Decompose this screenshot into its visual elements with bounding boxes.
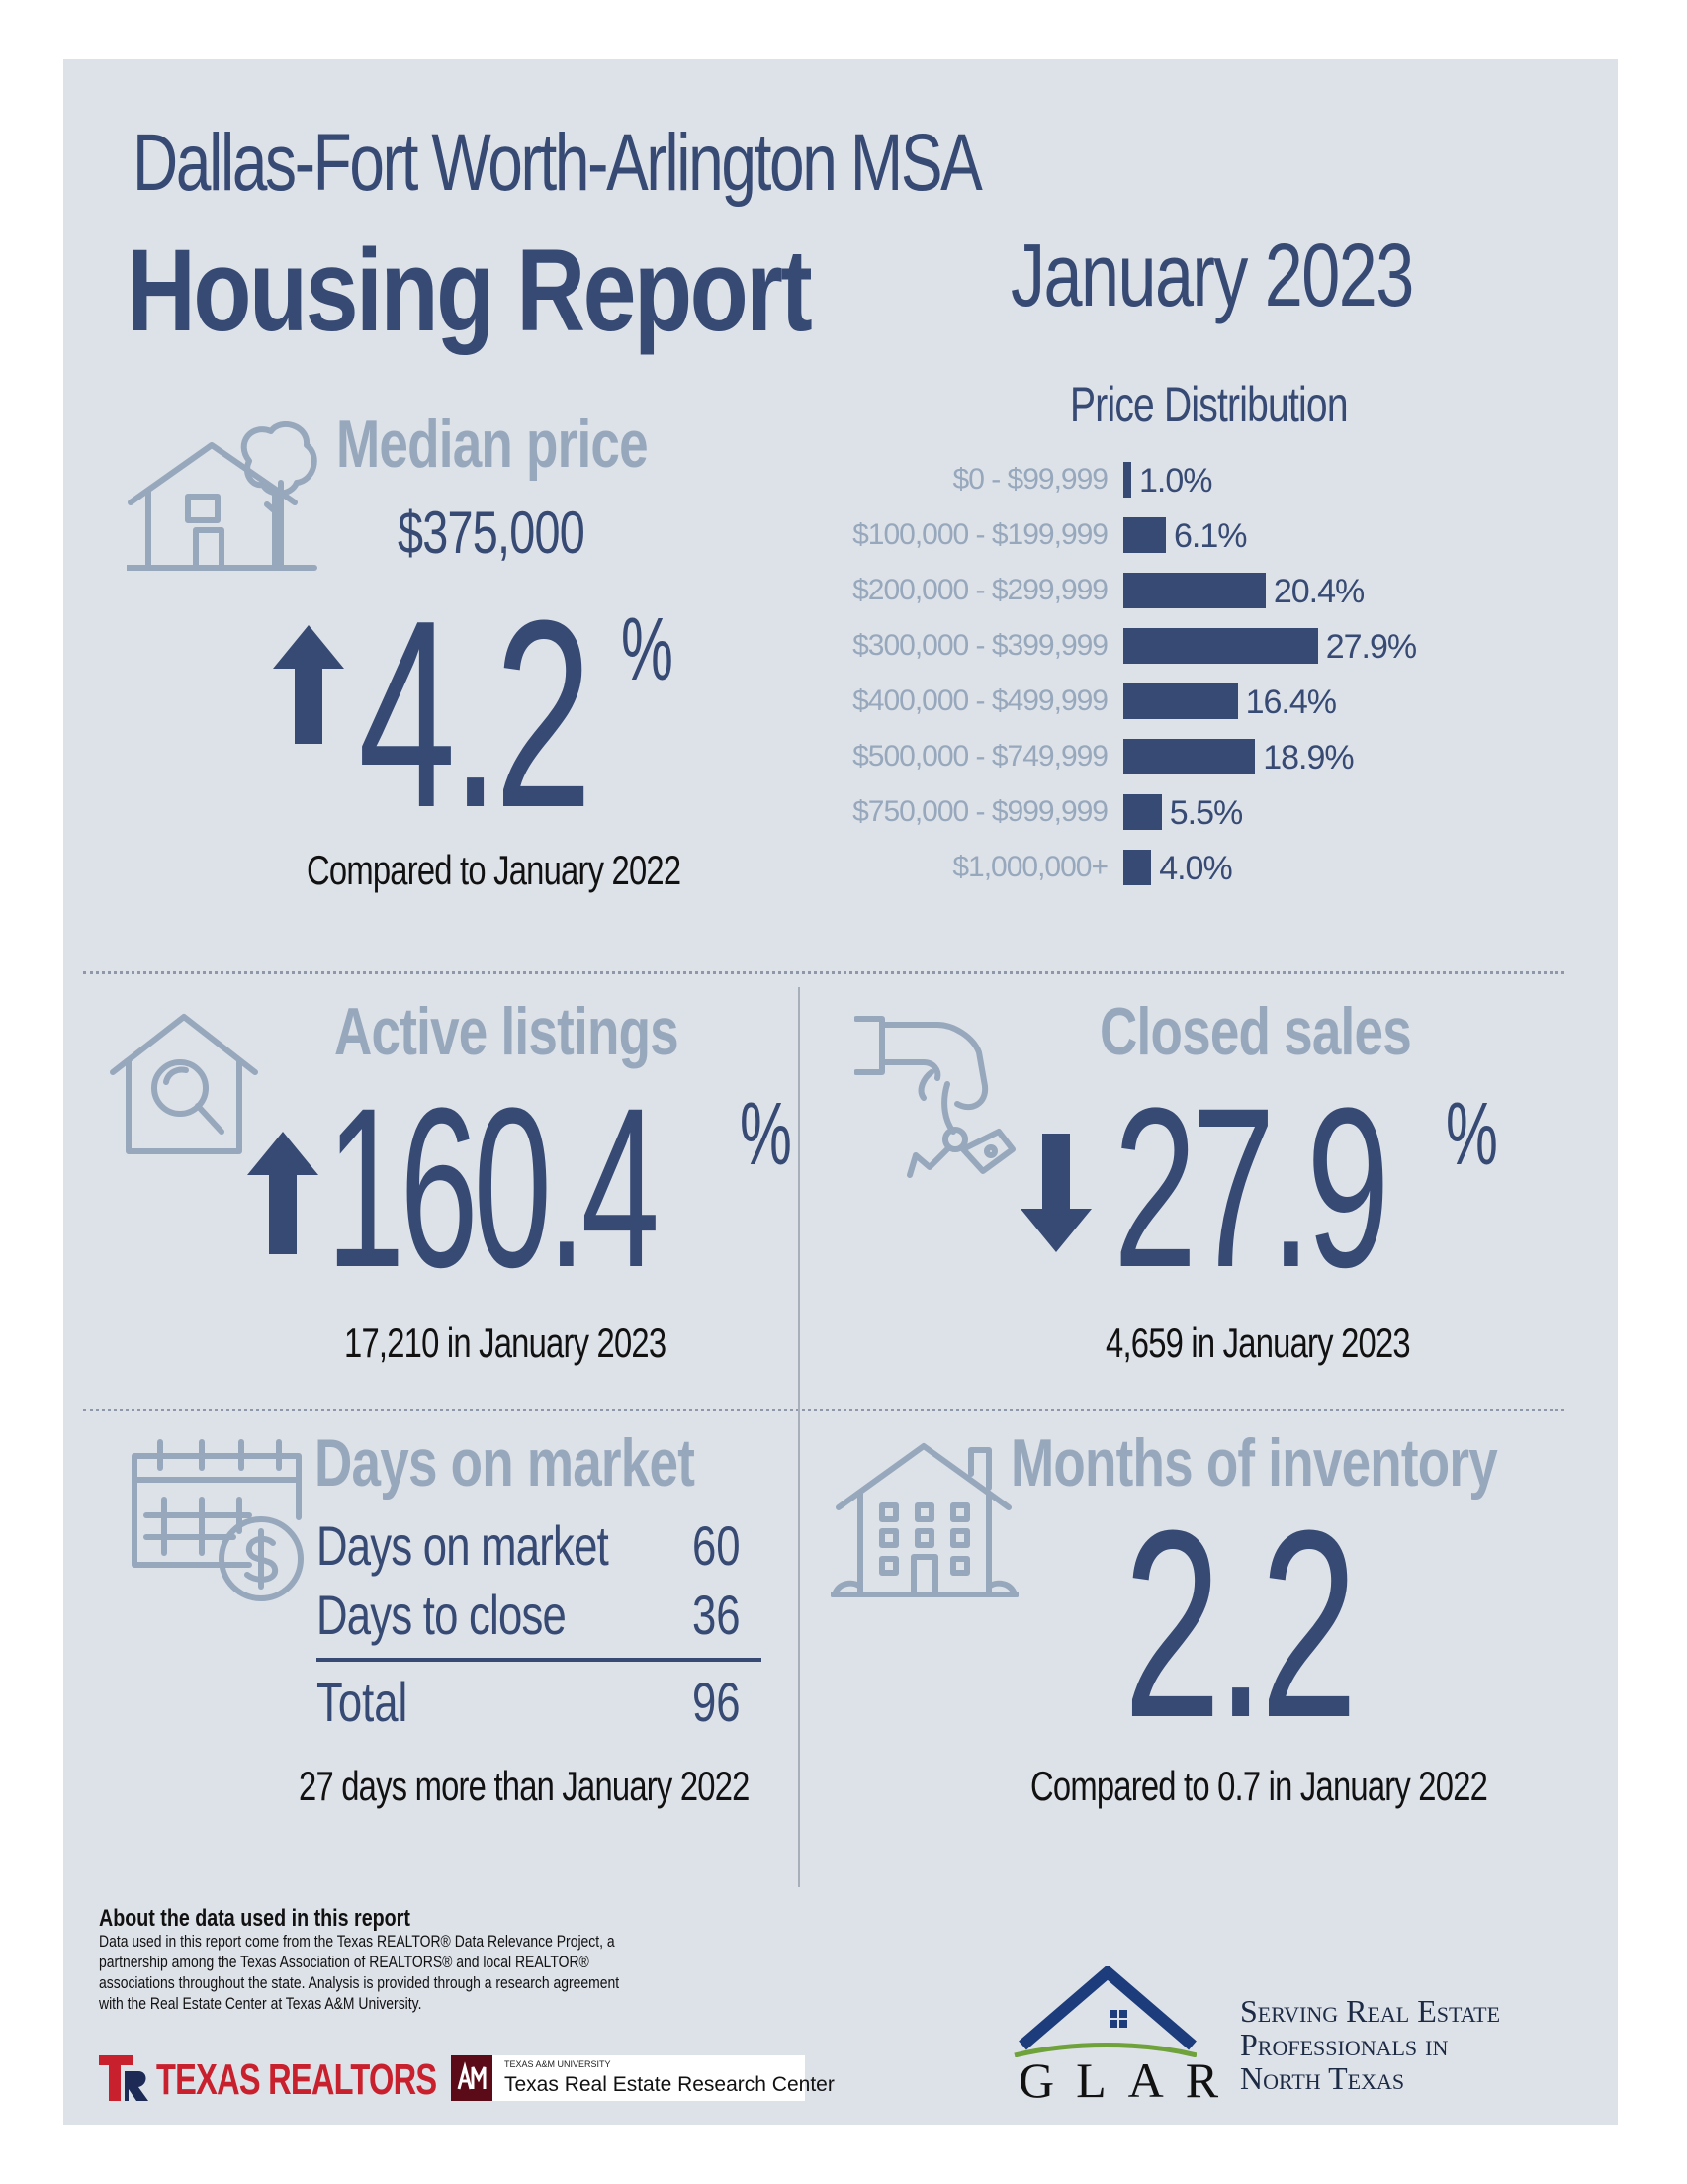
divider-vertical: [798, 987, 800, 1887]
price-bucket-bar: [1123, 683, 1238, 719]
tamu-center-label: Texas Real Estate Research Center: [504, 2073, 835, 2096]
price-bucket-value: 18.9%: [1263, 739, 1354, 776]
price-bucket-bar: [1123, 739, 1256, 774]
report-panel: [63, 59, 1618, 2125]
price-bucket-label: $0 - $99,999: [952, 463, 1109, 496]
glar-wordmark: GLAR: [1019, 2052, 1241, 2108]
closed-sales-label: Closed sales: [1100, 994, 1412, 1069]
region-title: Dallas-Fort Worth-Arlington MSA: [133, 118, 983, 208]
months-inventory-note: Compared to 0.7 in January 2022: [1030, 1763, 1488, 1809]
tamu-mark-icon: [451, 2055, 492, 2101]
price-bucket-bar: [1123, 462, 1131, 498]
price-bucket-label: $400,000 - $499,999: [852, 684, 1109, 717]
total-rule: [316, 1658, 761, 1662]
about-line: Data used in this report come from the T…: [99, 1932, 615, 1951]
about-line: associations throughout the state. Analy…: [99, 1973, 620, 1992]
arrow-up-icon: [247, 1132, 318, 1254]
price-bucket-label: $300,000 - $399,999: [852, 629, 1109, 662]
median-price-value: $375,000: [398, 500, 585, 566]
dom-row-label: Days on market: [316, 1514, 609, 1577]
hand-keys-icon: [854, 1016, 1016, 1178]
median-price-note: Compared to January 2022: [307, 847, 681, 893]
months-inventory-label: Months of inventory: [1011, 1425, 1498, 1501]
price-bucket-label: $200,000 - $299,999: [852, 574, 1109, 606]
price-bucket-label: $100,000 - $199,999: [852, 518, 1109, 551]
divider-middle: [83, 1409, 1564, 1411]
report-period: January 2023: [1011, 227, 1414, 325]
house-search-icon: [110, 1014, 258, 1154]
dtc-row-label: Days to close: [316, 1584, 567, 1646]
total-label: Total: [316, 1671, 408, 1733]
price-bucket-value: 20.4%: [1273, 573, 1365, 610]
active-listings-change: 160.4: [326, 1060, 660, 1315]
about-text: Data used in this report come from the T…: [99, 1931, 734, 2014]
median-price-change: 4.2: [358, 566, 592, 864]
median-price-percent: %: [621, 600, 673, 699]
glar-tagline-line: North Texas: [1240, 2060, 1405, 2096]
house-with-tree-icon: [127, 421, 317, 571]
active-listings-percent: %: [740, 1085, 792, 1184]
report-title: Housing Report: [127, 226, 813, 356]
active-listings-note: 17,210 in January 2023: [344, 1320, 666, 1366]
median-price-label: Median price: [336, 407, 649, 482]
texas-realtors-logo-icon: [99, 2055, 148, 2101]
glar-tagline-line: Professionals in: [1240, 2027, 1449, 2062]
price-bucket-label: $1,000,000+: [952, 851, 1109, 883]
price-bucket-value: 5.5%: [1169, 794, 1243, 832]
price-bucket-label: $750,000 - $999,999: [852, 795, 1109, 828]
tamu-logo: TEXAS A&M UNIVERSITY Texas Real Estate R…: [451, 2055, 835, 2101]
total-value: 96: [692, 1671, 741, 1733]
price-distribution-title: Price Distribution: [1070, 377, 1349, 432]
about-line: partnership among the Texas Association …: [99, 1953, 589, 1971]
price-bucket-label: $500,000 - $749,999: [852, 740, 1109, 773]
divider-top: [83, 971, 1564, 974]
closed-sales-note: 4,659 in January 2023: [1106, 1320, 1411, 1366]
glar-house-roof-icon: [1014, 1966, 1197, 2057]
price-bucket-bar: [1123, 794, 1162, 830]
glar-tagline-line: Serving Real Estate: [1240, 1993, 1501, 2029]
active-listings-label: Active listings: [334, 994, 679, 1069]
days-on-market-label: Days on market: [314, 1425, 695, 1501]
calendar-dollar-icon: [132, 1439, 304, 1601]
about-line: with the Real Estate Center at Texas A&M…: [99, 1994, 422, 2013]
dom-row-value: 60: [692, 1514, 741, 1577]
glar-tagline: Serving Real Estate Professionals in Nor…: [1240, 1994, 1500, 2095]
price-bucket-bar: [1123, 850, 1152, 885]
price-bucket-value: 16.4%: [1245, 683, 1337, 721]
arrow-down-icon: [1021, 1134, 1092, 1252]
price-bucket-value: 6.1%: [1174, 517, 1247, 555]
closed-sales-change: 27.9: [1113, 1060, 1390, 1315]
price-bucket-bar: [1123, 517, 1166, 553]
price-bucket-bar: [1123, 628, 1318, 664]
price-distribution-chart: $0 - $99,999 1.0% $100,000 - $199,999 6.1% $…: [781, 461, 1533, 896]
price-bucket-value: 27.9%: [1325, 628, 1417, 666]
months-inventory-value: 2.2: [1123, 1476, 1358, 1774]
apartment-building-icon: [831, 1443, 1019, 1597]
tamu-university-label: TEXAS A&M UNIVERSITY: [504, 2059, 611, 2069]
price-bucket-bar: [1123, 573, 1266, 608]
texas-realtors-wordmark: TEXAS REALTORS: [156, 2055, 437, 2104]
price-bucket-value: 1.0%: [1139, 462, 1212, 500]
closed-sales-percent: %: [1446, 1085, 1498, 1184]
days-on-market-note: 27 days more than January 2022: [299, 1763, 750, 1809]
arrow-up-icon: [273, 625, 344, 744]
about-title: About the data used in this report: [99, 1905, 410, 1932]
price-bucket-value: 4.0%: [1159, 850, 1232, 887]
dtc-row-value: 36: [692, 1584, 741, 1646]
